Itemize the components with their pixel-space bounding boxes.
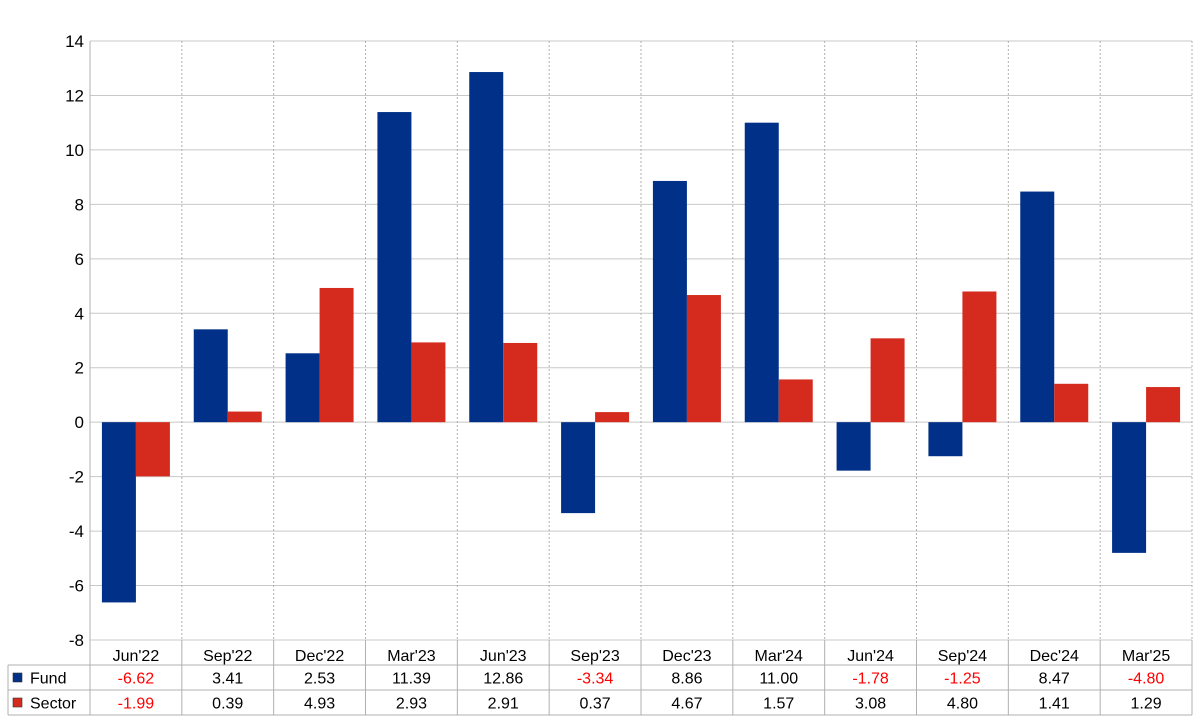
data-label-fund: -3.34 xyxy=(577,671,614,688)
x-category-label: Dec'22 xyxy=(295,648,344,665)
data-label-fund: 3.41 xyxy=(212,671,243,688)
bars xyxy=(101,72,1181,603)
data-label-sector: 4.80 xyxy=(947,696,978,713)
y-tick-label: 2 xyxy=(75,359,84,378)
data-label-sector: 1.57 xyxy=(763,696,794,713)
bar-fund xyxy=(469,72,504,423)
bar-fund xyxy=(377,112,412,423)
y-tick-label: 6 xyxy=(75,250,84,269)
bar-fund xyxy=(1020,191,1055,423)
data-label-sector: 1.29 xyxy=(1131,696,1162,713)
bar-sector xyxy=(686,295,721,423)
data-label-sector: 4.67 xyxy=(671,696,702,713)
data-label-fund: -1.78 xyxy=(852,671,889,688)
legend-label-fund: Fund xyxy=(30,671,66,688)
bar-fund xyxy=(561,422,596,514)
x-category-label: Jun'23 xyxy=(480,648,527,665)
data-label-fund: 8.86 xyxy=(671,671,702,688)
data-label-sector: 2.91 xyxy=(488,696,519,713)
gridlines xyxy=(89,40,1193,641)
y-tick-label: -8 xyxy=(69,631,84,650)
x-category-label: Mar'24 xyxy=(755,648,804,665)
data-label-sector: 0.39 xyxy=(212,696,243,713)
y-tick-label: 8 xyxy=(75,195,84,214)
bar-sector xyxy=(1054,383,1089,423)
bar-sector xyxy=(411,342,446,423)
bar-sector xyxy=(870,338,905,423)
y-tick-label: 12 xyxy=(65,86,84,105)
data-label-sector: 2.93 xyxy=(396,696,427,713)
bar-sector xyxy=(1146,387,1181,423)
data-label-fund: 8.47 xyxy=(1039,671,1070,688)
bar-sector xyxy=(595,412,630,423)
data-label-fund: 11.39 xyxy=(392,671,431,688)
data-label-fund: 11.00 xyxy=(759,671,798,688)
data-label-fund: 2.53 xyxy=(304,671,335,688)
x-category-label: Mar'25 xyxy=(1122,648,1171,665)
bar-sector xyxy=(778,379,813,423)
y-tick-label: 0 xyxy=(75,413,84,432)
x-category-label: Sep'24 xyxy=(938,648,987,665)
y-tick-label: -2 xyxy=(69,468,84,487)
legend-swatch-fund xyxy=(12,672,23,683)
x-category-label: Sep'23 xyxy=(570,648,619,665)
data-table: Fund -6.62 3.41 2.53 11.39 12.86 -3.34 8.86 11.0… xyxy=(7,640,1193,716)
data-label-sector: 3.08 xyxy=(855,696,886,713)
data-label-fund: 12.86 xyxy=(483,671,523,688)
x-category-label: Dec'23 xyxy=(662,648,711,665)
data-label-sector: -1.99 xyxy=(118,696,155,713)
bar-fund xyxy=(1112,422,1147,553)
data-label-sector: 0.37 xyxy=(580,696,611,713)
bar-sector xyxy=(135,422,170,477)
bar-sector xyxy=(227,411,262,423)
x-category-label: Jun'22 xyxy=(113,648,160,665)
legend-swatch-sector xyxy=(12,697,23,708)
bar-fund xyxy=(193,329,228,423)
data-label-sector: 4.93 xyxy=(304,696,335,713)
legend-label-sector: Sector xyxy=(30,696,77,713)
y-tick-label: 10 xyxy=(65,141,84,160)
data-label-fund: -4.80 xyxy=(1128,671,1165,688)
bar-fund xyxy=(928,422,963,457)
data-label-fund: -1.25 xyxy=(944,671,981,688)
data-label-sector: 1.41 xyxy=(1039,696,1070,713)
x-category-label: Jun'24 xyxy=(847,648,894,665)
x-axis-categories: Jun'22 Sep'22 Dec'22 Mar'23 Jun'23 Sep'23 Dec'… xyxy=(113,648,1171,665)
data-label-fund: -6.62 xyxy=(118,671,155,688)
bar-fund xyxy=(652,180,687,423)
bar-fund xyxy=(101,422,136,603)
y-tick-label: 14 xyxy=(65,32,84,51)
x-category-label: Mar'23 xyxy=(387,648,436,665)
bar-sector xyxy=(962,291,997,423)
bar-fund xyxy=(836,422,871,471)
bar-sector xyxy=(319,287,354,423)
x-category-label: Dec'24 xyxy=(1030,648,1079,665)
bar-fund xyxy=(285,353,320,423)
y-axis: -8 -6 -4 -2 0 2 4 6 8 10 12 14 xyxy=(65,32,84,650)
bar-sector xyxy=(503,342,538,423)
y-tick-label: -4 xyxy=(69,522,84,541)
y-tick-label: -6 xyxy=(69,577,84,596)
x-category-label: Sep'22 xyxy=(203,648,252,665)
bar-fund xyxy=(744,122,779,423)
y-tick-label: 4 xyxy=(75,304,84,323)
